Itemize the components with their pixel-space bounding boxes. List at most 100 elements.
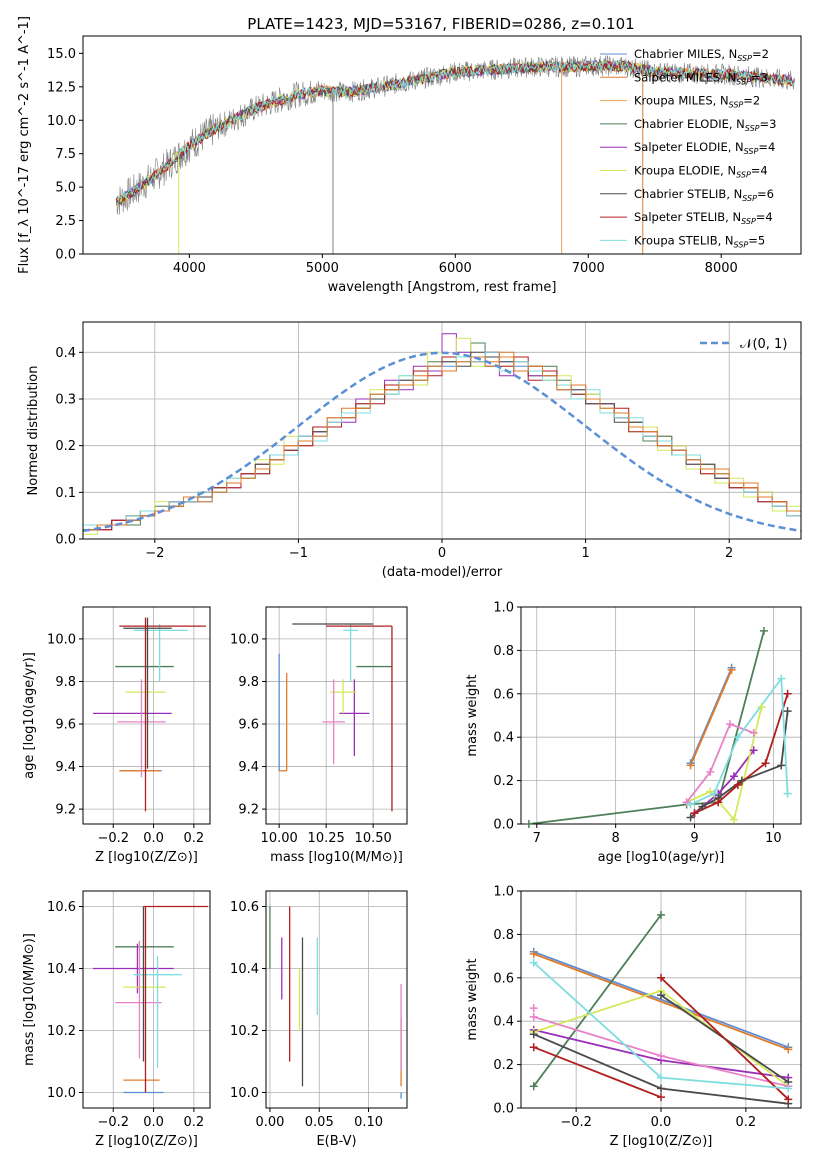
- weight-marker: [529, 958, 538, 967]
- legend-label: Kroupa ELODIE, NSSP=4: [634, 164, 768, 180]
- weight-marker: [777, 761, 786, 770]
- histogram-series: [83, 351, 801, 539]
- weight-marker: [686, 813, 695, 822]
- y-tick-label: 9.8: [55, 675, 76, 690]
- x-tick-label: 4000: [173, 261, 206, 276]
- weight-marker: [729, 772, 738, 781]
- y-tick-label: 15.0: [47, 47, 76, 62]
- y-tick-label: 0.8: [493, 928, 514, 943]
- weight-marker: [733, 780, 742, 789]
- y-tick-label: 0.4: [493, 1015, 514, 1030]
- gaussian-curve: [83, 351, 801, 533]
- weight-marker: [757, 702, 766, 711]
- y-tick-label: 10.0: [47, 632, 76, 647]
- weight-marker: [783, 707, 792, 716]
- weight-marker: [783, 689, 792, 698]
- weight-marker: [698, 802, 707, 811]
- weight-marker: [657, 1051, 665, 1060]
- x-axis-label: Z [log10(Z/Z⊙)]: [95, 850, 198, 865]
- y-axis-label: Normed distribution: [26, 366, 41, 496]
- x-tick-label: −0.2: [97, 831, 129, 846]
- weight-line: [533, 953, 789, 1051]
- y-tick-label: 10.6: [230, 900, 259, 915]
- weight-marker: [657, 910, 665, 919]
- y-tick-label: 10.4: [230, 962, 259, 977]
- x-axis-label: (data-model)/error: [382, 565, 503, 580]
- x-tick-label: 5000: [306, 261, 339, 276]
- y-tick-label: 1.0: [493, 885, 514, 900]
- weight-marker: [783, 789, 792, 798]
- weight-marker: [729, 815, 738, 824]
- weight-marker: [710, 789, 719, 798]
- legend-label: 𝒩(0, 1): [740, 337, 787, 352]
- y-tick-label: 1.0: [493, 601, 514, 616]
- y-axis-label: mass [log10(M/M⊙)]: [22, 933, 37, 1066]
- weight-line: [533, 950, 789, 1049]
- y-tick-label: 9.8: [238, 675, 259, 690]
- y-tick-label: 2.5: [55, 214, 76, 229]
- y-tick-label: 10.4: [47, 962, 76, 977]
- axes-mass-vs-EBV: 0.00 0.05 0.10 10.0 10.2 10.4 10.6 E(B-V): [230, 890, 408, 1149]
- legend-label: Salpeter MILES, NSSP=3: [634, 70, 768, 86]
- x-tick-label: 0.05: [305, 1115, 334, 1130]
- weight-marker: [690, 809, 699, 818]
- plot-area: [115, 55, 795, 254]
- y-tick-label: 10.0: [230, 632, 259, 647]
- plot-area: [93, 617, 206, 812]
- weight-marker: [726, 720, 735, 729]
- x-tick-label: 10.25: [308, 831, 345, 846]
- y-tick-label: 0.4: [493, 731, 514, 746]
- weight-line: [660, 977, 789, 1100]
- y-tick-label: 10.0: [47, 1086, 76, 1101]
- weight-marker: [657, 991, 665, 1000]
- y-tick-label: 9.6: [55, 718, 76, 733]
- legend-label: Salpeter STELIB, NSSP=4: [634, 210, 773, 226]
- y-tick-label: 0.2: [493, 1058, 514, 1073]
- y-tick-label: 0.1: [55, 486, 76, 501]
- plot-area: [93, 905, 208, 1094]
- weight-marker: [686, 761, 695, 770]
- y-tick-label: 0.8: [493, 644, 514, 659]
- plot-area: [528, 630, 789, 824]
- y-tick-label: 0.0: [493, 1102, 514, 1117]
- weight-marker: [529, 1030, 538, 1039]
- y-tick-label: 0.6: [493, 687, 514, 702]
- y-tick-label: 10.0: [230, 1086, 259, 1101]
- weight-marker: [761, 759, 770, 768]
- x-tick-label: 9: [690, 831, 698, 846]
- y-tick-label: 9.2: [238, 803, 259, 818]
- axes-age-vs-mass: 10.00 10.25 10.50 9.2 9.4 9.6 9.8 10.0 mass [log…: [230, 606, 408, 865]
- weight-marker: [784, 1095, 793, 1104]
- y-tick-label: 0.0: [55, 248, 76, 263]
- axes-spectrum: 4000 5000 6000 7000 8000 0.0 2.5 5.0 7.5 10.0 12.5…: [17, 16, 802, 295]
- weight-marker: [733, 733, 742, 742]
- weight-marker: [529, 949, 538, 958]
- weight-marker: [657, 973, 665, 982]
- x-tick-label: 0.2: [736, 1115, 757, 1130]
- x-tick-label: 0.10: [354, 1115, 383, 1130]
- y-tick-label: 10.2: [47, 1024, 76, 1039]
- axes-frame: [520, 606, 802, 825]
- y-tick-label: 0.6: [493, 971, 514, 986]
- weight-marker: [529, 1082, 538, 1091]
- x-tick-label: −0.2: [560, 1115, 592, 1130]
- y-tick-label: 0.3: [55, 393, 76, 408]
- weight-marker: [777, 674, 786, 683]
- legend-label: Kroupa STELIB, NSSP=5: [634, 233, 765, 249]
- x-axis-label: Z [log10(Z/Z⊙)]: [95, 1134, 198, 1149]
- x-tick-label: −0.2: [97, 1115, 129, 1130]
- x-axis-label: Z [log10(Z/Z⊙)]: [610, 1134, 713, 1149]
- axes-frame: [265, 890, 408, 1109]
- weight-marker: [657, 1073, 665, 1082]
- y-tick-label: 10.0: [47, 114, 76, 129]
- x-tick-label: 0.00: [255, 1115, 284, 1130]
- legend-label: Salpeter ELODIE, NSSP=4: [634, 140, 775, 156]
- x-tick-label: 1: [581, 546, 589, 561]
- x-tick-label: 8: [612, 831, 620, 846]
- plot-area: [269, 906, 402, 1099]
- x-axis-label: wavelength [Angstrom, rest frame]: [328, 280, 557, 295]
- y-tick-label: 10.2: [230, 1024, 259, 1039]
- weight-line: [532, 914, 662, 1087]
- weight-line: [533, 1046, 662, 1099]
